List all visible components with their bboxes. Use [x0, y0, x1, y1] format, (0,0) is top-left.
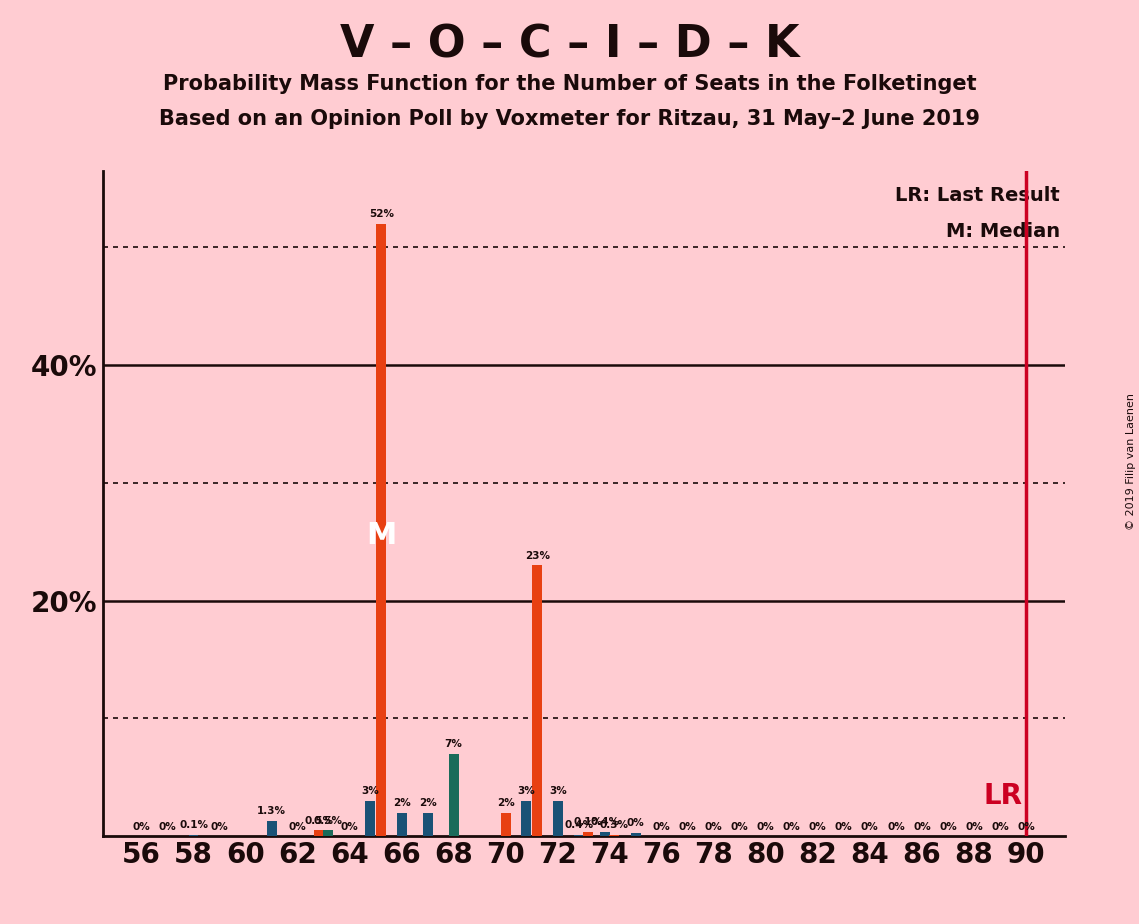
Bar: [521, 801, 531, 836]
Bar: [323, 831, 334, 836]
Text: LR: LR: [983, 783, 1022, 810]
Bar: [574, 835, 584, 836]
Text: 0.3%: 0.3%: [600, 821, 629, 831]
Bar: [364, 801, 375, 836]
Bar: [423, 813, 433, 836]
Bar: [609, 835, 620, 836]
Text: 0%: 0%: [653, 821, 671, 832]
Bar: [449, 754, 459, 836]
Text: 3%: 3%: [549, 786, 566, 796]
Text: 0.1%: 0.1%: [574, 817, 603, 827]
Bar: [533, 565, 542, 836]
Text: 0.4%: 0.4%: [590, 817, 620, 827]
Bar: [552, 801, 563, 836]
Text: © 2019 Filip van Laenen: © 2019 Filip van Laenen: [1126, 394, 1136, 530]
Text: 0.5%: 0.5%: [304, 816, 334, 826]
Text: Probability Mass Function for the Number of Seats in the Folketinget: Probability Mass Function for the Number…: [163, 74, 976, 94]
Text: 0%: 0%: [211, 821, 229, 832]
Text: 1.3%: 1.3%: [257, 807, 286, 816]
Bar: [376, 224, 386, 836]
Text: 0%: 0%: [341, 821, 359, 832]
Text: 2%: 2%: [419, 798, 436, 808]
Text: 0%: 0%: [1017, 821, 1035, 832]
Text: 0%: 0%: [626, 818, 645, 828]
Text: 0%: 0%: [887, 821, 904, 832]
Text: 0%: 0%: [991, 821, 1009, 832]
Text: 0%: 0%: [757, 821, 775, 832]
Text: 0%: 0%: [731, 821, 748, 832]
Text: 2%: 2%: [497, 798, 515, 808]
Bar: [583, 832, 593, 836]
Text: M: M: [366, 521, 396, 551]
Text: 0%: 0%: [809, 821, 827, 832]
Text: 0%: 0%: [861, 821, 879, 832]
Text: 23%: 23%: [525, 551, 550, 561]
Text: 52%: 52%: [369, 209, 394, 219]
Bar: [396, 813, 407, 836]
Text: LR: Last Result: LR: Last Result: [895, 187, 1059, 205]
Text: 0%: 0%: [132, 821, 150, 832]
Bar: [631, 833, 641, 836]
Text: 3%: 3%: [517, 786, 535, 796]
Text: 0%: 0%: [288, 821, 306, 832]
Bar: [314, 831, 323, 836]
Text: 0%: 0%: [965, 821, 983, 832]
Text: 0.4%: 0.4%: [565, 821, 593, 831]
Text: 0.1%: 0.1%: [179, 821, 208, 831]
Bar: [267, 821, 277, 836]
Bar: [600, 832, 611, 836]
Bar: [501, 813, 510, 836]
Text: 0%: 0%: [939, 821, 957, 832]
Text: 2%: 2%: [393, 798, 410, 808]
Text: 0%: 0%: [158, 821, 177, 832]
Text: 7%: 7%: [444, 739, 462, 749]
Text: 0%: 0%: [705, 821, 722, 832]
Text: 0%: 0%: [835, 821, 853, 832]
Text: M: Median: M: Median: [945, 222, 1059, 240]
Text: 0%: 0%: [782, 821, 801, 832]
Text: 0.5%: 0.5%: [314, 816, 343, 826]
Text: Based on an Opinion Poll by Voxmeter for Ritzau, 31 May–2 June 2019: Based on an Opinion Poll by Voxmeter for…: [159, 109, 980, 129]
Bar: [189, 835, 198, 836]
Text: V – O – C – I – D – K: V – O – C – I – D – K: [339, 23, 800, 67]
Text: 0%: 0%: [679, 821, 697, 832]
Text: 0%: 0%: [913, 821, 931, 832]
Text: 3%: 3%: [361, 786, 379, 796]
